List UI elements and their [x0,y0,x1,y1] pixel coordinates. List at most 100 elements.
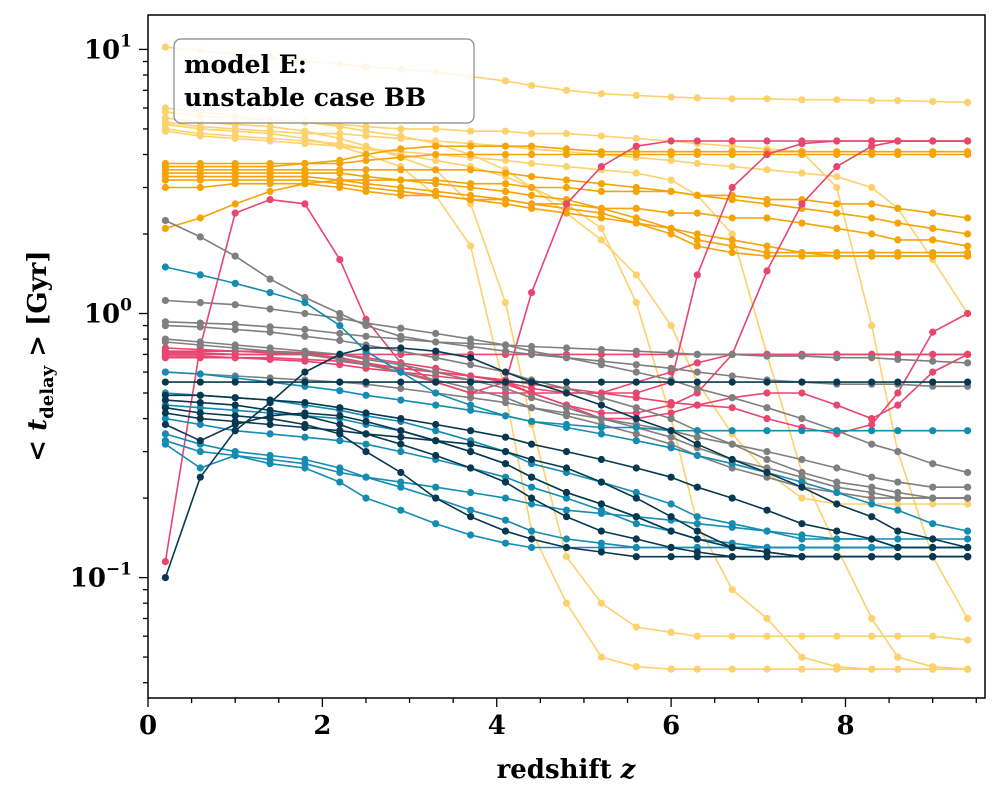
data-point [432,347,440,355]
data-point [528,191,536,199]
data-point [833,527,841,535]
data-point [432,483,440,491]
data-point [397,506,405,514]
x-tick-label: 8 [836,711,854,741]
data-point [397,483,405,491]
data-point [501,169,510,177]
data-point [597,132,606,140]
axes-ticks: 0 2 4 6 8 10−1 100 101 [70,31,977,741]
data-point [597,180,606,188]
data-point [562,176,571,184]
data-point [693,483,701,491]
y-tick-label: 101 [84,31,132,65]
data-point [964,230,972,238]
data-point [868,632,876,640]
data-point [833,464,841,472]
data-point [432,166,440,174]
series-layer [161,43,972,673]
data-point [597,409,606,417]
data-point [301,325,309,334]
data-point [266,378,274,386]
data-point [964,137,972,145]
data-point [562,506,571,514]
data-point [161,396,169,404]
data-point [868,252,876,260]
data-point [266,305,274,313]
data-point [833,427,841,435]
data-point [763,389,771,397]
data-point [266,328,274,336]
data-point [868,513,876,521]
data-point [728,586,736,594]
data-point [301,130,309,138]
data-point [728,440,736,448]
data-point [693,148,701,156]
data-point [597,224,606,232]
data-point [301,409,309,417]
data-point [161,558,169,566]
data-point [894,632,902,640]
data-point [161,574,169,582]
data-point [693,191,701,199]
legend-box: model E: unstable case BB [173,38,475,124]
data-point [562,488,571,497]
data-point [467,488,475,497]
data-point [562,130,571,138]
data-point [728,183,736,192]
data-point [528,130,536,138]
data-point [231,180,239,188]
data-point [929,224,937,232]
series-39 [161,344,972,582]
data-point [301,159,309,168]
data-point [266,187,274,195]
data-point [196,214,204,222]
data-point [266,275,274,283]
data-point [632,142,640,150]
data-point [728,148,736,156]
data-point [667,543,675,552]
data-point [868,200,876,208]
data-point [501,494,510,502]
data-point [528,81,536,90]
data-point [528,543,536,552]
data-point [362,473,370,481]
data-point [336,169,344,177]
data-point [763,632,771,640]
data-point [231,420,239,429]
data-point [196,299,204,307]
data-point [528,527,536,535]
data-point [161,224,169,232]
data-point [597,415,606,423]
data-point [833,163,841,171]
data-point [432,451,440,460]
data-point [501,539,510,547]
data-point [632,663,640,671]
data-point [667,378,675,386]
data-point [196,378,204,386]
data-point [501,299,510,307]
data-point [562,86,571,94]
data-point [196,473,204,481]
data-point [894,427,902,435]
data-point [397,176,405,184]
data-point [833,173,841,181]
data-point [528,394,536,402]
data-point [467,339,475,348]
data-point [693,159,701,168]
data-point [693,271,701,279]
data-point [562,513,571,521]
data-point [597,500,606,508]
data-point [231,401,239,409]
data-point [528,473,536,481]
data-point [432,125,440,133]
data-point [632,299,640,307]
data-point [632,404,640,412]
data-point [728,137,736,145]
data-point [833,488,841,497]
data-point [432,389,440,397]
data-point [336,478,344,486]
data-point [868,427,876,435]
data-point [964,350,972,358]
data-point [467,464,475,472]
